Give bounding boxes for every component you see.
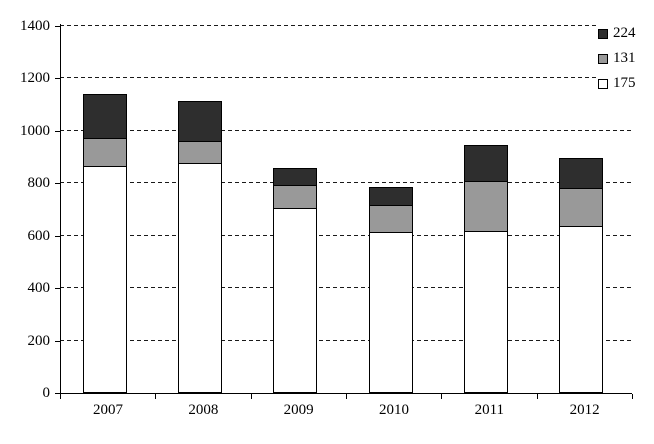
y-tick — [55, 393, 60, 394]
legend-swatch-175 — [598, 78, 608, 89]
legend-item: 175 — [596, 71, 636, 96]
y-tick-label: 600 — [27, 227, 51, 244]
bar-segment-224 — [83, 95, 126, 138]
legend-label: 175 — [613, 75, 636, 91]
bar-2011 — [464, 145, 508, 393]
x-tick-label: 2011 — [474, 402, 505, 418]
legend-item: 131 — [596, 46, 636, 71]
gridline — [60, 129, 632, 131]
y-tick-label: 1000 — [20, 122, 50, 139]
gridline — [60, 339, 632, 341]
x-tick — [346, 394, 347, 399]
x-tick-label: 2010 — [379, 402, 409, 418]
gridline — [60, 234, 632, 236]
plot-area — [60, 25, 632, 393]
legend-swatch-131 — [598, 53, 608, 64]
legend-label: 224 — [613, 25, 636, 41]
y-tick-label: 400 — [27, 280, 51, 297]
bar-segment-175 — [465, 231, 507, 392]
bar-2012 — [559, 158, 604, 393]
y-tick-label: 0 — [42, 385, 51, 401]
legend-swatch-224 — [598, 28, 608, 39]
gridline — [60, 77, 632, 79]
bar-segment-175 — [369, 231, 412, 392]
bar-segment-175 — [274, 208, 317, 392]
bar-segment-131 — [560, 187, 603, 227]
bar-segment-131 — [274, 185, 317, 209]
bar-segment-224 — [465, 146, 507, 182]
bar-segment-224 — [179, 101, 221, 141]
y-tick — [55, 288, 60, 290]
bar-segment-175 — [179, 163, 221, 392]
y-tick-label: 1400 — [20, 18, 50, 34]
y-tick — [55, 26, 60, 27]
y-tick — [55, 130, 60, 132]
x-tick-label: 2012 — [569, 402, 600, 418]
bar-2009 — [273, 167, 318, 393]
y-tick — [55, 340, 60, 342]
bar-2008 — [178, 100, 222, 393]
bar-segment-131 — [465, 181, 507, 232]
bar-2010 — [368, 187, 413, 393]
y-axis-line — [60, 24, 61, 393]
bar-segment-175 — [560, 226, 603, 392]
y-tick-label: 200 — [27, 332, 51, 349]
x-tick-label: 2008 — [188, 402, 219, 418]
bar-segment-175 — [83, 166, 126, 392]
bar-segment-131 — [369, 204, 412, 232]
x-tick — [60, 394, 61, 399]
legend-label: 131 — [613, 50, 636, 66]
gridline — [60, 287, 632, 289]
bar-segment-224 — [274, 168, 317, 186]
bar-2007 — [82, 94, 127, 393]
x-tick — [250, 394, 252, 399]
x-tick — [536, 394, 538, 399]
bar-segment-131 — [179, 140, 221, 164]
gridline — [60, 25, 632, 26]
bar-segment-224 — [560, 159, 603, 188]
bar-segment-131 — [83, 137, 126, 166]
x-tick-label: 2007 — [93, 402, 123, 418]
y-tick — [55, 78, 60, 80]
legend: 224 131 175 — [596, 21, 636, 96]
x-tick — [632, 394, 633, 399]
y-tick — [55, 183, 60, 185]
x-tick — [155, 394, 157, 399]
x-tick-label: 2009 — [283, 402, 314, 418]
legend-item: 224 — [596, 21, 636, 46]
y-tick — [55, 235, 60, 237]
y-tick-label: 1200 — [20, 70, 50, 87]
gridline — [60, 182, 632, 184]
x-axis-line — [56, 393, 632, 394]
y-tick-label: 800 — [27, 175, 51, 192]
x-tick — [441, 394, 443, 399]
bar-segment-224 — [369, 188, 412, 205]
